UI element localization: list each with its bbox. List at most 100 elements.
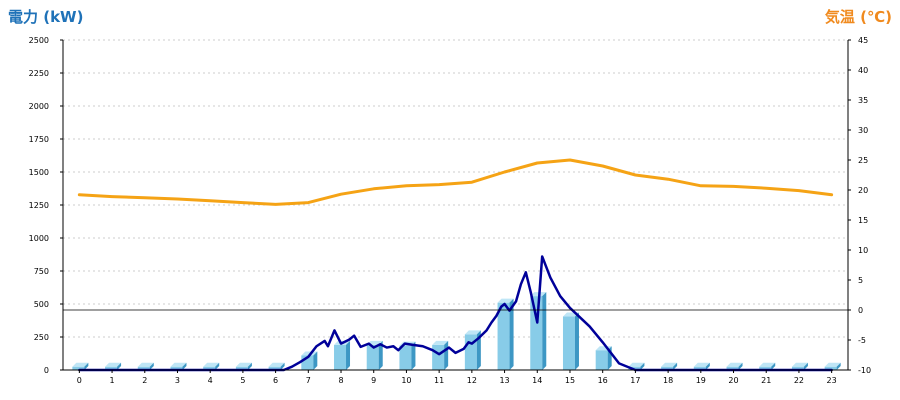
power-bar-top xyxy=(497,298,514,303)
tick-labels: 02505007501000125015001750200022502500-1… xyxy=(29,36,871,385)
power-bar xyxy=(366,340,383,370)
axes xyxy=(60,39,851,373)
power-bar-side xyxy=(411,341,416,370)
x-tick-label: 6 xyxy=(273,376,278,385)
x-tick-label: 8 xyxy=(338,376,343,385)
temperature-line xyxy=(77,158,834,206)
left-tick-label: 2500 xyxy=(29,36,49,45)
power-bar-side xyxy=(574,312,579,370)
x-tick-label: 12 xyxy=(467,376,477,385)
power-bar xyxy=(562,312,579,370)
power-bar xyxy=(791,362,808,370)
power-bar-front xyxy=(137,366,150,370)
power-bar xyxy=(530,292,547,370)
power-bar xyxy=(464,330,481,370)
x-tick-label: 19 xyxy=(696,376,706,385)
x-tick-label: 22 xyxy=(794,376,804,385)
x-tick-label: 3 xyxy=(175,376,180,385)
power-bar xyxy=(432,340,449,370)
power-bar-side xyxy=(117,362,122,370)
power-bar-side xyxy=(182,362,187,370)
x-tick-label: 7 xyxy=(306,376,311,385)
right-tick-label: 25 xyxy=(858,156,868,165)
power-bar xyxy=(334,340,351,370)
power-bar-top xyxy=(203,362,220,367)
right-tick-label: 45 xyxy=(858,36,868,45)
power-bar xyxy=(693,362,710,370)
power-bar-front xyxy=(432,344,445,370)
power-bar-side xyxy=(542,292,547,370)
x-tick-label: 21 xyxy=(761,376,771,385)
power-bar xyxy=(726,362,743,370)
power-bar-front xyxy=(759,366,772,370)
power-bar-front xyxy=(268,366,281,370)
power-bar-front xyxy=(693,366,706,370)
right-tick-label: 40 xyxy=(858,66,868,75)
power-bar-top xyxy=(693,362,710,367)
power-bar xyxy=(235,362,252,370)
left-tick-label: 250 xyxy=(34,333,49,342)
power-bar-top xyxy=(235,362,252,367)
x-tick-label: 9 xyxy=(371,376,376,385)
power-bar-side xyxy=(803,362,808,370)
x-tick-label: 13 xyxy=(499,376,509,385)
right-tick-label: 30 xyxy=(858,126,868,135)
power-bar-side xyxy=(836,362,841,370)
power-bar-side xyxy=(280,362,285,370)
right-tick-label: -5 xyxy=(858,336,866,345)
right-tick-label: 5 xyxy=(858,276,863,285)
power-bar xyxy=(203,362,220,370)
x-tick-label: 17 xyxy=(630,376,640,385)
power-bar-top xyxy=(726,362,743,367)
power-bar-side xyxy=(215,362,220,370)
power-bar-top xyxy=(72,362,89,367)
power-bar-front xyxy=(170,366,183,370)
x-tick-label: 15 xyxy=(565,376,575,385)
power-line xyxy=(78,255,833,372)
power-bar xyxy=(170,362,187,370)
power-bar-front xyxy=(399,345,412,370)
left-tick-label: 0 xyxy=(44,366,49,375)
right-tick-label: -10 xyxy=(858,366,871,375)
power-bar-top xyxy=(268,362,285,367)
power-bar-side xyxy=(673,362,678,370)
power-bar-top xyxy=(105,362,122,367)
power-bar-side xyxy=(84,362,89,370)
series-lines xyxy=(77,158,834,372)
left-tick-label: 1500 xyxy=(29,168,49,177)
left-axis-title: 電力 (kW) xyxy=(8,8,84,26)
power-bar xyxy=(72,362,89,370)
x-tick-label: 0 xyxy=(77,376,82,385)
power-bar-side xyxy=(705,362,710,370)
x-tick-label: 23 xyxy=(827,376,837,385)
power-bar-top xyxy=(170,362,187,367)
power-bar-top xyxy=(824,362,841,367)
power-bar-top xyxy=(432,340,449,345)
left-tick-label: 2000 xyxy=(29,102,49,111)
power-bar-front xyxy=(726,366,739,370)
power-bar-front xyxy=(791,366,804,370)
right-tick-label: 0 xyxy=(858,306,863,315)
power-bar-front xyxy=(824,366,837,370)
left-tick-label: 1750 xyxy=(29,135,49,144)
x-tick-label: 2 xyxy=(142,376,147,385)
power-bar-side xyxy=(247,362,252,370)
power-bar xyxy=(105,362,122,370)
power-bar-side xyxy=(771,362,776,370)
power-bar-top xyxy=(137,362,154,367)
x-tick-label: 4 xyxy=(208,376,213,385)
right-tick-label: 15 xyxy=(858,216,868,225)
x-tick-label: 5 xyxy=(240,376,245,385)
power-bar-top xyxy=(759,362,776,367)
power-bar-front xyxy=(497,302,510,370)
power-bar-top xyxy=(628,362,645,367)
power-bar xyxy=(824,362,841,370)
power-bar xyxy=(759,362,776,370)
x-tick-label: 10 xyxy=(401,376,411,385)
power-bar-side xyxy=(509,298,514,370)
power-bar xyxy=(137,362,154,370)
power-bar-side xyxy=(444,340,449,370)
left-tick-label: 1000 xyxy=(29,234,49,243)
power-bar-side xyxy=(378,340,383,370)
power-bar xyxy=(661,362,678,370)
